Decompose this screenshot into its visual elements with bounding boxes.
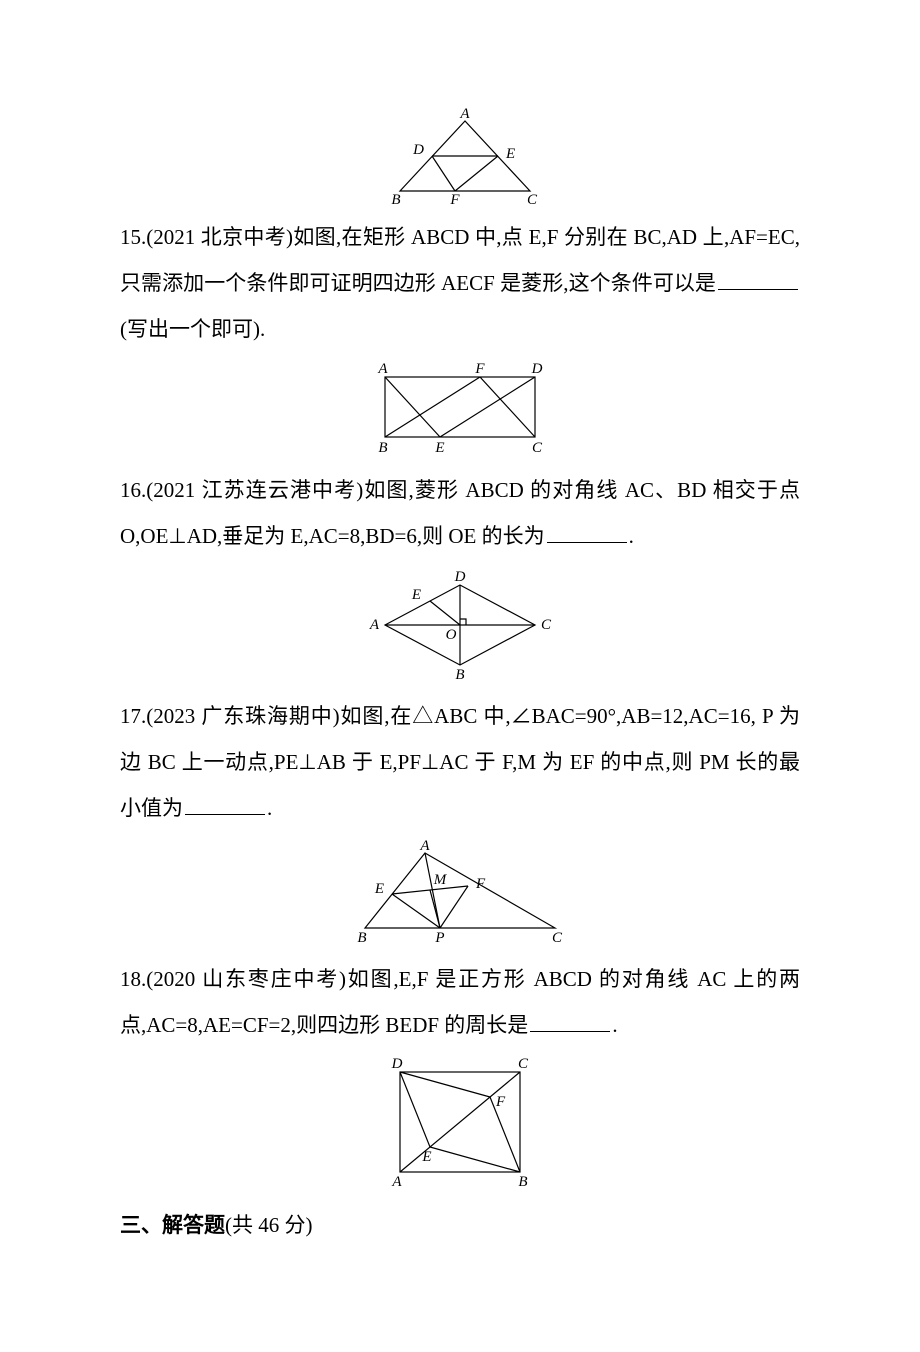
label-E: E xyxy=(411,587,421,603)
q15-after: (写出一个即可). xyxy=(120,317,265,341)
q18-before: 18.(2020 山东枣庄中考)如图,E,F 是正方形 ABCD 的对角线 AC… xyxy=(120,967,800,1037)
q16-svg: D E A O C B xyxy=(365,565,555,685)
section-3-title: 三、解答题 xyxy=(120,1213,225,1237)
q16-before: 16.(2021 江苏连云港中考)如图,菱形 ABCD 的对角线 AC、BD 相… xyxy=(120,478,800,548)
q17-figure: A E M F B P C xyxy=(120,838,800,948)
q18-after: . xyxy=(612,1013,617,1037)
label-O: O xyxy=(446,627,457,643)
label-C: C xyxy=(541,617,552,633)
label-E: E xyxy=(374,881,384,897)
label-B: B xyxy=(357,930,366,946)
label-A: A xyxy=(377,361,388,377)
q15-pre-figure: A D E B F C xyxy=(120,106,800,206)
q18-blank[interactable] xyxy=(530,1012,610,1032)
label-A: A xyxy=(419,838,430,854)
q17-svg: A E M F B P C xyxy=(350,838,570,948)
label-F: F xyxy=(474,361,485,377)
q18-figure: D C F E A B xyxy=(120,1054,800,1194)
label-E: E xyxy=(434,440,444,456)
label-B: B xyxy=(455,667,464,683)
q16-figure: D E A O C B xyxy=(120,565,800,685)
label-E: E xyxy=(505,146,515,162)
label-C: C xyxy=(527,192,538,206)
label-A: A xyxy=(391,1174,402,1190)
label-E: E xyxy=(421,1149,431,1165)
label-F: F xyxy=(449,192,460,206)
q17-blank[interactable] xyxy=(185,795,265,815)
q16-text: 16.(2021 江苏连云港中考)如图,菱形 ABCD 的对角线 AC、BD 相… xyxy=(120,467,800,559)
label-A: A xyxy=(459,106,470,122)
q15-before: 15.(2021 北京中考)如图,在矩形 ABCD 中,点 E,F 分别在 BC… xyxy=(120,225,800,295)
page: A D E B F C 15.(2021 北京中考)如图,在矩形 ABCD 中,… xyxy=(0,0,920,1352)
label-P: P xyxy=(434,930,444,946)
q15-blank[interactable] xyxy=(718,270,798,290)
label-B: B xyxy=(391,192,400,206)
label-B: B xyxy=(378,440,387,456)
section-3-marks: (共 46 分) xyxy=(225,1213,313,1237)
label-D: D xyxy=(454,569,466,585)
label-F: F xyxy=(495,1094,506,1110)
q18-svg: D C F E A B xyxy=(375,1054,545,1194)
label-D: D xyxy=(391,1056,403,1072)
label-B: B xyxy=(518,1174,527,1190)
label-D: D xyxy=(412,142,424,158)
label-C: C xyxy=(552,930,563,946)
q15-figure: A F D B E C xyxy=(120,359,800,459)
label-A: A xyxy=(369,617,380,633)
q18-text: 18.(2020 山东枣庄中考)如图,E,F 是正方形 ABCD 的对角线 AC… xyxy=(120,956,800,1048)
label-C: C xyxy=(532,440,543,456)
q17-after: . xyxy=(267,796,272,820)
label-M: M xyxy=(433,872,448,888)
q17-text: 17.(2023 广东珠海期中)如图,在△ABC 中,∠BAC=90°,AB=1… xyxy=(120,693,800,832)
q16-blank[interactable] xyxy=(547,523,627,543)
q16-after: . xyxy=(629,524,634,548)
label-D: D xyxy=(531,361,543,377)
q15-text: 15.(2021 北京中考)如图,在矩形 ABCD 中,点 E,F 分别在 BC… xyxy=(120,214,800,353)
section-3-heading: 三、解答题(共 46 分) xyxy=(120,1202,800,1248)
label-F: F xyxy=(475,876,486,892)
q15-svg: A F D B E C xyxy=(365,359,555,459)
label-C: C xyxy=(518,1056,529,1072)
q15-pre-svg: A D E B F C xyxy=(370,106,550,206)
